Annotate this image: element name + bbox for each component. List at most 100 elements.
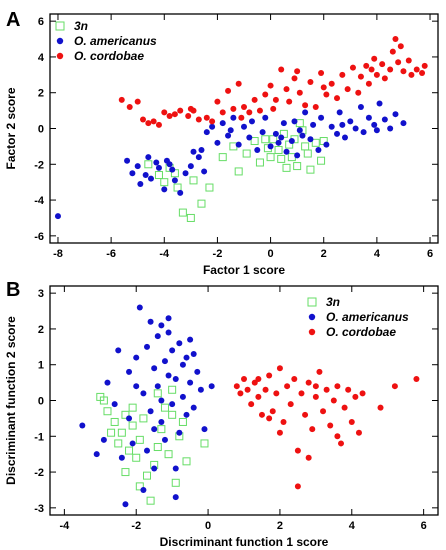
panel-a-point-3n bbox=[144, 160, 153, 169]
panel-b-point-cordobae bbox=[258, 411, 265, 418]
panel-b-point-americanus bbox=[187, 336, 194, 343]
panel-a-point-cordobae bbox=[363, 62, 370, 69]
panel-a-point-americanus bbox=[294, 152, 301, 159]
panel-a-y-tick-label: 2 bbox=[38, 88, 44, 100]
panel-b-point-americanus bbox=[122, 501, 129, 508]
panel-a-point-americanus bbox=[187, 163, 194, 170]
panel-a-point-3n bbox=[218, 153, 227, 162]
panel-a-point-americanus bbox=[272, 130, 279, 137]
panel-b-point-americanus bbox=[172, 376, 179, 383]
panel-b-point-cordobae bbox=[305, 454, 312, 461]
panel-b-y-tick-label: 3 bbox=[38, 288, 44, 300]
panel-a-point-cordobae bbox=[118, 96, 125, 103]
panel-a-point-3n bbox=[197, 199, 206, 208]
panel-a-point-americanus bbox=[177, 189, 184, 196]
panel-b-point-americanus bbox=[79, 422, 86, 429]
panel-a-point-cordobae bbox=[405, 57, 412, 64]
panel-a-point-cordobae bbox=[251, 96, 258, 103]
panel-a-point-cordobae bbox=[328, 80, 335, 87]
panel-a-point-cordobae bbox=[339, 71, 346, 78]
panel-b-x-tick-label: 0 bbox=[205, 520, 211, 532]
panel-b-point-cordobae bbox=[305, 379, 312, 386]
panel-b-point-americanus bbox=[179, 361, 186, 368]
panel-b-point-americanus bbox=[100, 436, 107, 443]
panel-b-point-cordobae bbox=[359, 390, 366, 397]
panel-b-point-cordobae bbox=[269, 408, 276, 415]
panel-a-point-3n bbox=[250, 137, 259, 146]
panel-a-point-cordobae bbox=[397, 43, 404, 50]
panel-b-point-americanus bbox=[133, 354, 140, 361]
panel-a-y-tick-label: -4 bbox=[34, 195, 45, 207]
panel-b-point-americanus bbox=[118, 454, 125, 461]
panel-b-point-americanus bbox=[176, 429, 183, 436]
panel-b-point-americanus bbox=[104, 379, 111, 386]
panel-a-point-cordobae bbox=[126, 104, 133, 111]
panel-b-plot-frame bbox=[49, 285, 439, 516]
panel-a-y-tick-label: -2 bbox=[34, 159, 44, 171]
panel-b-legend-label-americanus: O. americanus bbox=[326, 310, 409, 324]
panel-a-point-cordobae bbox=[307, 78, 314, 85]
panel-a-point-americanus bbox=[201, 168, 208, 175]
panel-a-point-cordobae bbox=[365, 80, 372, 87]
panel-a-point-3n bbox=[186, 213, 195, 222]
panel-a-point-cordobae bbox=[357, 73, 364, 80]
panel-a-point-cordobae bbox=[400, 68, 407, 75]
panel-a-point-americanus bbox=[280, 120, 287, 127]
panel-a-point-cordobae bbox=[238, 114, 245, 121]
panel-b-legend-label-3n: 3n bbox=[326, 295, 340, 309]
panel-a-point-americanus bbox=[153, 159, 160, 166]
panel-a-point-cordobae bbox=[373, 71, 380, 78]
panel-a-point-americanus bbox=[357, 104, 364, 111]
panel-a-point-cordobae bbox=[296, 89, 303, 96]
panel-a-x-tick-label: 4 bbox=[374, 248, 381, 260]
panel-a-point-cordobae bbox=[344, 86, 351, 93]
panel-a-point-americanus bbox=[275, 139, 282, 146]
panel-a-y-axis-label: Factor 2 score bbox=[4, 87, 18, 169]
panel-b-point-americanus bbox=[165, 372, 172, 379]
panel-a-point-americanus bbox=[262, 114, 269, 121]
panel-a-point-3n bbox=[274, 145, 283, 154]
panel-a-point-cordobae bbox=[203, 114, 210, 121]
panel-b-point-americanus bbox=[183, 354, 190, 361]
panel-b-point-3n bbox=[139, 414, 148, 423]
panel-b-y-tick-label: 2 bbox=[38, 324, 44, 336]
panel-a-point-cordobae bbox=[395, 59, 402, 66]
panel-a-point-cordobae bbox=[392, 36, 399, 43]
panel-b-point-cordobae bbox=[338, 440, 344, 447]
panel-b-point-3n bbox=[125, 446, 134, 455]
panel-b-point-americanus bbox=[154, 383, 161, 390]
panel-a-point-cordobae bbox=[413, 66, 420, 73]
panel-b-point-americanus bbox=[133, 383, 140, 390]
panel-b-point-3n bbox=[146, 496, 155, 505]
panel-b-point-3n bbox=[128, 403, 137, 412]
panel-a-point-cordobae bbox=[256, 107, 263, 114]
panel-b-point-cordobae bbox=[309, 426, 316, 433]
panel-b-point-americanus bbox=[151, 426, 158, 433]
panel-a-point-cordobae bbox=[368, 66, 375, 73]
panel-a-point-americanus bbox=[161, 186, 168, 193]
panel-a-point-americanus bbox=[182, 170, 189, 177]
panel-a-point-americanus bbox=[318, 114, 325, 121]
panel-a-point-3n bbox=[178, 208, 187, 217]
panel-b-point-cordobae bbox=[276, 429, 283, 436]
panel-a-point-3n bbox=[306, 165, 315, 174]
panel-b-x-tick-label: 2 bbox=[277, 520, 283, 532]
panel-a-point-cordobae bbox=[246, 109, 253, 116]
panel-b-point-americanus bbox=[136, 304, 143, 311]
panel-b-point-cordobae bbox=[280, 418, 287, 425]
panel-a-legend: 3n O. americanus O. cordobae bbox=[55, 19, 157, 63]
panel-a-point-americanus bbox=[299, 132, 306, 139]
panel-b-point-americanus bbox=[201, 426, 208, 433]
panel-b-point-cordobae bbox=[244, 386, 251, 393]
panel-a-point-americanus bbox=[373, 127, 380, 134]
panel-b-point-cordobae bbox=[233, 383, 240, 390]
panel-b-point-3n bbox=[160, 403, 169, 412]
panel-a-point-americanus bbox=[169, 166, 176, 173]
panel-b-x-tick-label: -4 bbox=[59, 520, 70, 532]
panel-a-point-americanus bbox=[371, 121, 378, 128]
panel-a-point-cordobae bbox=[334, 95, 341, 102]
panel-b-legend: 3n O. americanus O. cordobae bbox=[307, 295, 409, 339]
panel-a-point-cordobae bbox=[225, 87, 232, 94]
panel-b-point-cordobae bbox=[266, 415, 273, 422]
